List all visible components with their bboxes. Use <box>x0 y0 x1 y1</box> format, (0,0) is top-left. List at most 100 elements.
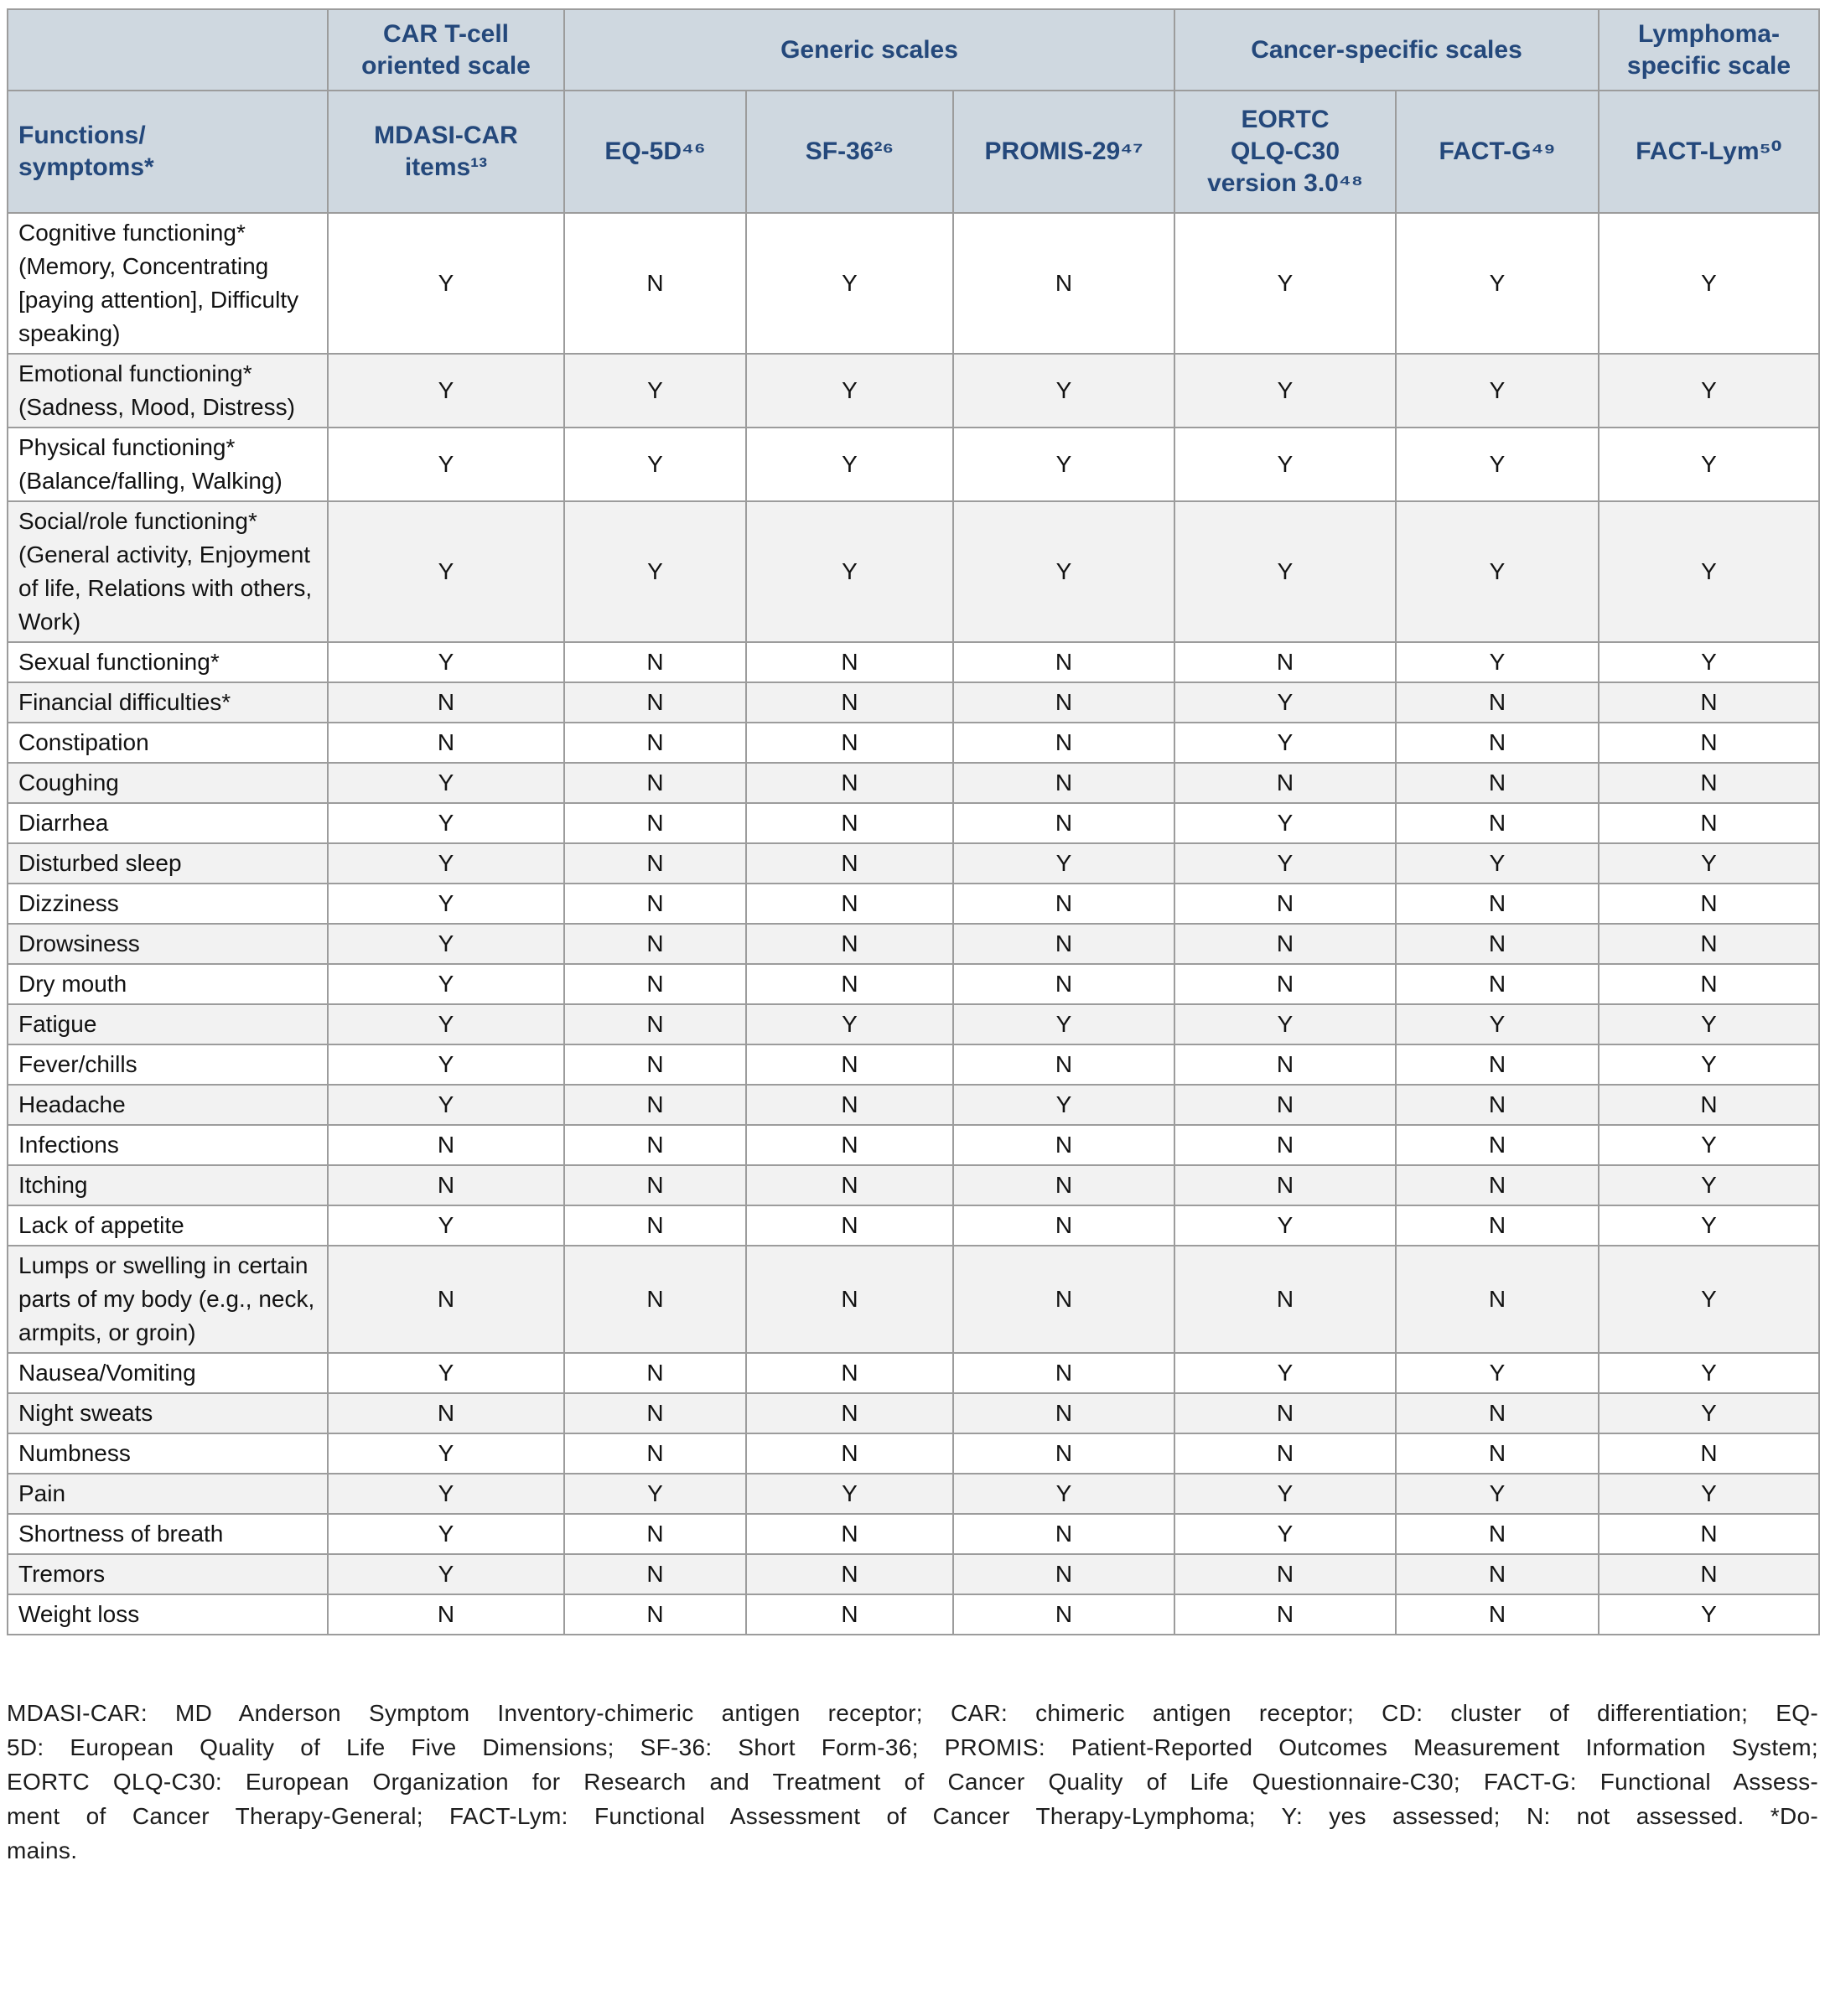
cell-value: Y <box>1174 427 1397 502</box>
cell-value: N <box>327 1164 565 1206</box>
table-row: Social/role functioning* (General activi… <box>7 500 1820 643</box>
cell-value: N <box>563 641 747 683</box>
row-label: Lack of appetite <box>7 1205 329 1246</box>
table-row: Lumps or swelling in certain parts of my… <box>7 1245 1820 1354</box>
cell-value: Y <box>1174 353 1397 428</box>
cell-value: Y <box>327 1084 565 1126</box>
cell-value: N <box>327 722 565 764</box>
row-label: Tremors <box>7 1553 329 1595</box>
row-label: Itching <box>7 1164 329 1206</box>
cell-value: Y <box>1598 1392 1820 1434</box>
row-label: Drowsiness <box>7 923 329 965</box>
row-label: Shortness of breath <box>7 1513 329 1555</box>
cell-value: Y <box>327 1553 565 1595</box>
cell-value: N <box>1395 923 1599 965</box>
cell-value: N <box>745 802 954 844</box>
column-header-fact-g: FACT-G⁴⁹ <box>1395 90 1599 214</box>
column-header-mdasi-car-items: MDASI-CAR items¹³ <box>327 90 565 214</box>
cell-value: Y <box>745 500 954 643</box>
row-label: Infections <box>7 1124 329 1166</box>
cell-value: N <box>952 1352 1175 1394</box>
column-header-sf-36: SF-36²⁶ <box>745 90 954 214</box>
cell-value: Y <box>1174 500 1397 643</box>
cell-value: N <box>1174 883 1397 925</box>
row-label: Dizziness <box>7 883 329 925</box>
table-body: Cognitive functioning* (Memory, Concentr… <box>7 212 1820 1635</box>
cell-value: N <box>1598 883 1820 925</box>
cell-value: N <box>1395 762 1599 804</box>
cell-value: N <box>745 1084 954 1126</box>
cell-value: N <box>952 1392 1175 1434</box>
cell-value: N <box>745 1044 954 1086</box>
row-label: Cognitive functioning* (Memory, Concentr… <box>7 212 329 355</box>
cell-value: Y <box>1598 1473 1820 1515</box>
cell-value: N <box>563 842 747 884</box>
cell-value: N <box>952 762 1175 804</box>
cell-value: N <box>745 1205 954 1246</box>
cell-value: N <box>563 212 747 355</box>
cell-value: N <box>563 1003 747 1045</box>
cell-value: Y <box>1598 1594 1820 1635</box>
cell-value: Y <box>952 1003 1175 1045</box>
cell-value: Y <box>952 427 1175 502</box>
cell-value: Y <box>745 427 954 502</box>
cell-value: N <box>1395 1245 1599 1354</box>
cell-value: N <box>745 1164 954 1206</box>
cell-value: Y <box>563 500 747 643</box>
cell-value: N <box>1174 923 1397 965</box>
table-row: Numbness Y N N N N N N <box>7 1433 1820 1474</box>
cell-value: N <box>563 883 747 925</box>
scales-comparison-table: CAR T-cell oriented scale Generic scales… <box>7 8 1820 1635</box>
row-label: Sexual functioning* <box>7 641 329 683</box>
cell-value: N <box>952 1124 1175 1166</box>
row-label: Constipation <box>7 722 329 764</box>
cell-value: Y <box>327 883 565 925</box>
cell-value: N <box>745 963 954 1005</box>
column-header-promis-29: PROMIS-29⁴⁷ <box>952 90 1175 214</box>
row-label: Dry mouth <box>7 963 329 1005</box>
cell-value: Y <box>1598 842 1820 884</box>
column-header-eq-5d: EQ-5D⁴⁶ <box>563 90 747 214</box>
cell-value: N <box>1395 1044 1599 1086</box>
column-header-row: Functions/ symptoms* MDASI-CAR items¹³ E… <box>7 90 1820 214</box>
cell-value: Y <box>1174 1205 1397 1246</box>
cell-value: N <box>563 1164 747 1206</box>
cell-value: N <box>952 1553 1175 1595</box>
cell-value: Y <box>1598 212 1820 355</box>
cell-value: N <box>952 1044 1175 1086</box>
cell-value: N <box>1395 1392 1599 1434</box>
cell-value: N <box>1174 1245 1397 1354</box>
cell-value: N <box>952 722 1175 764</box>
cell-value: Y <box>327 641 565 683</box>
cell-value: N <box>1174 1044 1397 1086</box>
row-label: Nausea/Vomiting <box>7 1352 329 1394</box>
cell-value: N <box>563 1352 747 1394</box>
cell-value: N <box>1174 641 1397 683</box>
cell-value: N <box>1174 1164 1397 1206</box>
cell-value: Y <box>327 427 565 502</box>
column-header-functions-symptoms: Functions/ symptoms* <box>7 90 329 214</box>
cell-value: N <box>1174 1084 1397 1126</box>
cell-value: N <box>745 923 954 965</box>
cell-value: N <box>952 1513 1175 1555</box>
cell-value: Y <box>563 353 747 428</box>
cell-value: N <box>1598 923 1820 965</box>
cell-value: N <box>745 1352 954 1394</box>
cell-value: Y <box>327 500 565 643</box>
row-label: Emotional functioning* (Sadness, Mood, D… <box>7 353 329 428</box>
table-row: Dry mouth Y N N N N N N <box>7 963 1820 1005</box>
row-label: Weight loss <box>7 1594 329 1635</box>
cell-value: N <box>952 1245 1175 1354</box>
cell-value: N <box>563 1553 747 1595</box>
cell-value: N <box>563 1124 747 1166</box>
table-row: Coughing Y N N N N N N <box>7 762 1820 804</box>
table-row: Fatigue Y N Y Y Y Y Y <box>7 1003 1820 1045</box>
cell-value: Y <box>1598 353 1820 428</box>
cell-value: N <box>1395 1513 1599 1555</box>
cell-value: Y <box>327 963 565 1005</box>
cell-value: N <box>1395 682 1599 723</box>
table-row: Headache Y N N Y N N N <box>7 1084 1820 1126</box>
table-row: Weight loss N N N N N N Y <box>7 1594 1820 1635</box>
cell-value: Y <box>1174 682 1397 723</box>
